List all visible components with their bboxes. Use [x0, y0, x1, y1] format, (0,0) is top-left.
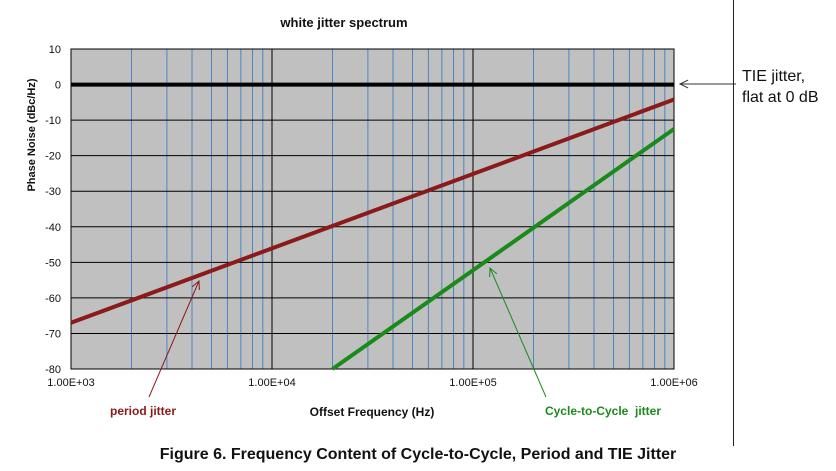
series-line-period-jitter: [70, 97, 675, 325]
x-tick-label: 1.00E+06: [650, 377, 697, 389]
y-tick-label: 0: [55, 80, 61, 92]
figure-caption: Figure 6. Frequency Content of Cycle-to-…: [159, 446, 677, 463]
tie-jitter-note-line1: TIE jitter,: [742, 68, 806, 85]
cycle-to-cycle-jitter-arrow-shaft: [489, 267, 547, 398]
y-tick-label: -40: [45, 222, 61, 234]
tie-jitter-arrow: [678, 79, 736, 89]
y-axis-label: Phase Noise (dBc/Hz): [26, 78, 38, 191]
tie-jitter-note-line2: flat at 0 dB: [742, 89, 819, 106]
period-jitter-arrow: [148, 279, 200, 398]
period-jitter-arrow-shaft: [148, 280, 200, 398]
cycle-to-cycle-jitter-arrow: [489, 266, 547, 398]
period-jitter-label: period jitter: [110, 404, 176, 418]
y-tick-label: 10: [49, 44, 61, 56]
divider-line: [733, 0, 734, 446]
tie-jitter-arrow-head: [678, 79, 689, 89]
x-tick-label: 1.00E+04: [248, 377, 295, 389]
period-jitter-arrow-head: [191, 279, 200, 291]
series-line-cycle-to-cycle-jitter: [331, 127, 676, 371]
cycle-to-cycle-jitter-label: Cycle-to-Cycle jitter: [545, 404, 661, 418]
y-tick-label: -30: [45, 186, 61, 198]
cycle-to-cycle-jitter-arrow-head: [489, 266, 498, 278]
x-tick-label: 1.00E+03: [47, 377, 94, 389]
x-axis-label: Offset Frequency (Hz): [310, 405, 435, 419]
chart-title: white jitter spectrum: [279, 15, 407, 30]
y-tick-label: -50: [45, 257, 61, 269]
y-tick-label: -80: [45, 364, 61, 376]
tie-jitter-note: TIE jitter, flat at 0 dB: [742, 66, 819, 108]
plot-area: [71, 49, 674, 369]
y-tick-label: -20: [45, 151, 61, 163]
y-tick-label: -60: [45, 293, 61, 305]
y-tick-label: -10: [45, 115, 61, 127]
x-tick-label: 1.00E+05: [449, 377, 496, 389]
plot-border: [70, 48, 675, 370]
y-tick-label: -70: [45, 328, 61, 340]
